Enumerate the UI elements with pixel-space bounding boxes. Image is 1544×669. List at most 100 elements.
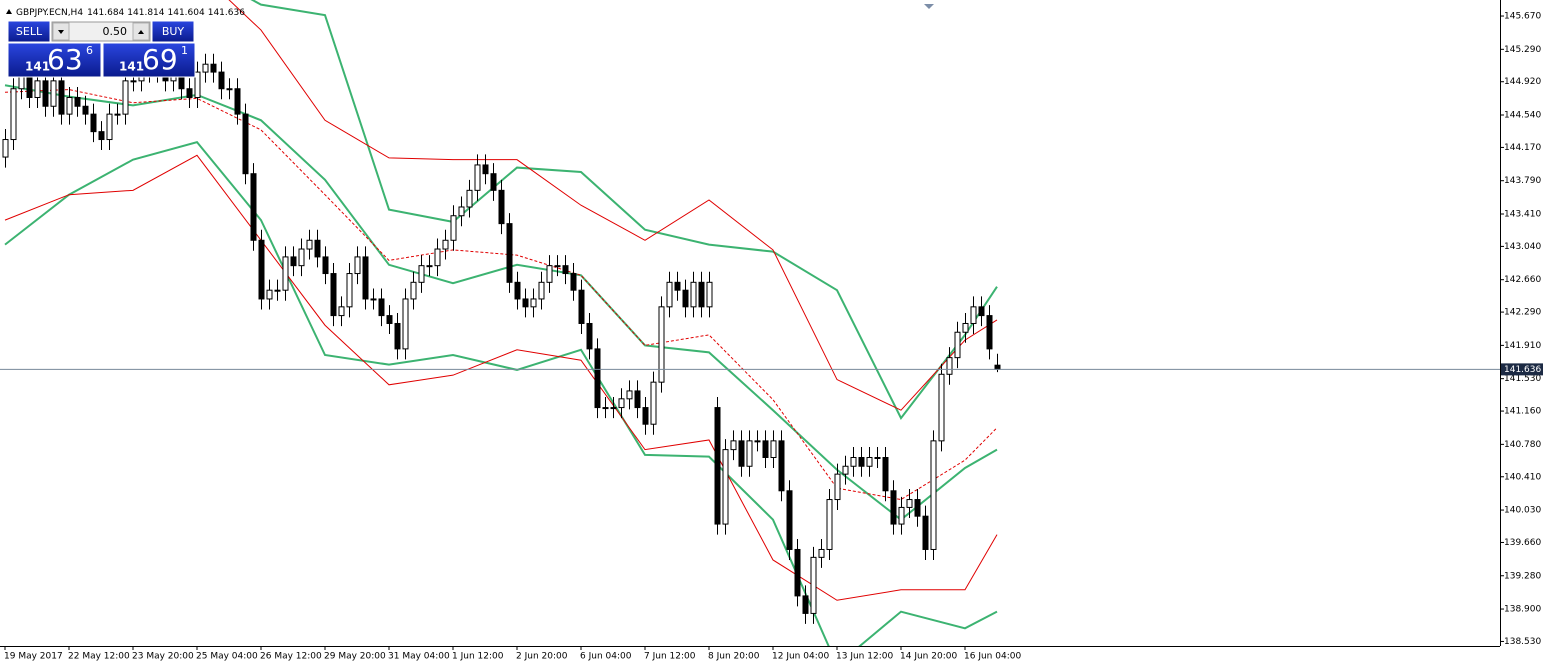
x-tick-label: 23 May 20:00 xyxy=(132,652,194,662)
header-low: 141.604 xyxy=(168,8,205,18)
y-tick-label: 145.290 xyxy=(1504,45,1541,55)
candle-body xyxy=(274,289,281,292)
x-tick-label: 22 May 12:00 xyxy=(68,652,130,662)
candle-body xyxy=(562,265,569,275)
candle-body xyxy=(218,71,225,90)
candle-body xyxy=(986,315,993,350)
candle-body xyxy=(666,281,673,308)
x-tick-label: 7 Jun 12:00 xyxy=(644,652,696,662)
candle-body xyxy=(346,273,353,308)
candle-body xyxy=(914,499,921,517)
y-tick-label: 138.530 xyxy=(1504,637,1541,647)
indicator-line xyxy=(4,141,998,646)
candle-body xyxy=(978,306,985,317)
candle-body xyxy=(674,281,681,291)
candle-body xyxy=(330,273,337,317)
candle-body xyxy=(578,289,585,324)
candle-body xyxy=(186,88,193,98)
candle-body xyxy=(226,88,233,91)
buy-button[interactable] xyxy=(151,20,195,43)
candle-body xyxy=(506,223,513,283)
candle-body xyxy=(594,348,601,409)
candle-body xyxy=(498,189,505,225)
candle-body xyxy=(898,506,905,525)
candle-body xyxy=(114,113,121,116)
y-tick-label: 141.160 xyxy=(1504,407,1541,417)
y-tick-label: 143.040 xyxy=(1504,242,1541,252)
candle-body xyxy=(650,381,657,425)
candle-body xyxy=(42,80,49,107)
candle-body xyxy=(74,96,81,107)
candle-body xyxy=(722,449,729,525)
y-tick-label: 142.290 xyxy=(1504,308,1541,318)
candle-body xyxy=(778,440,785,492)
candle-body xyxy=(418,265,425,283)
candle-body xyxy=(34,80,41,98)
chart-header: GBPJPY.ECN,H4 141.684 141.814 141.604 141.63… xyxy=(16,8,245,18)
sell-price-box[interactable] xyxy=(7,42,102,78)
lot-input[interactable] xyxy=(51,21,151,42)
candle-body xyxy=(434,248,441,267)
candle-body xyxy=(658,306,665,383)
candle-body xyxy=(618,398,625,409)
candle-body xyxy=(802,595,809,614)
candle-body xyxy=(98,131,105,141)
candle-body xyxy=(626,390,633,400)
candle-body xyxy=(394,322,401,350)
candle-body xyxy=(762,440,769,458)
candle-body xyxy=(906,499,913,508)
candle-body xyxy=(202,63,209,73)
decrease-arrow xyxy=(58,30,64,34)
candle-body xyxy=(122,80,129,115)
y-tick-label: 144.170 xyxy=(1504,143,1541,153)
y-tick-label: 140.410 xyxy=(1504,472,1541,482)
candle-body xyxy=(610,407,617,410)
candle-body xyxy=(842,465,849,475)
candle-body xyxy=(946,357,953,375)
indicator-line xyxy=(4,154,998,601)
candle-body xyxy=(698,281,705,308)
candle-body xyxy=(682,289,689,308)
candle-body xyxy=(2,139,9,158)
candle-body xyxy=(818,548,825,558)
sell-label: SELL xyxy=(16,25,43,38)
y-tick-label: 141.910 xyxy=(1504,341,1541,351)
candle-body xyxy=(338,306,345,317)
candle-body xyxy=(258,239,265,300)
plot-area xyxy=(0,0,1500,646)
candle-body xyxy=(538,281,545,300)
candle-body xyxy=(922,515,929,550)
candle-body xyxy=(290,256,297,267)
candle-body xyxy=(826,499,833,550)
candle-body xyxy=(266,289,273,300)
candle-body xyxy=(890,490,897,525)
sell-button[interactable] xyxy=(7,20,51,43)
buy-price-big: 141 xyxy=(119,60,144,74)
candle-body xyxy=(442,239,449,250)
header-open: 141.684 xyxy=(87,8,124,18)
candle-body xyxy=(834,473,841,501)
candle-body xyxy=(706,281,713,308)
y-tick-label: 140.030 xyxy=(1504,506,1541,516)
y-tick-label: 145.670 xyxy=(1504,12,1541,22)
candle-body xyxy=(306,239,313,250)
candle-body xyxy=(882,456,889,492)
candle-body xyxy=(570,273,577,291)
y-tick-label: 141.530 xyxy=(1504,374,1541,384)
x-tick-label: 26 May 12:00 xyxy=(260,652,322,662)
candle-body xyxy=(386,315,393,324)
candle-body xyxy=(874,456,881,459)
candle-body xyxy=(850,456,857,467)
x-tick-label: 19 May 2017 xyxy=(4,652,63,662)
y-tick-label: 143.790 xyxy=(1504,176,1541,186)
candle-body xyxy=(690,281,697,308)
candle-body xyxy=(474,164,481,191)
x-tick-label: 8 Jun 20:00 xyxy=(708,652,760,662)
candle-body xyxy=(362,256,369,300)
candle-body xyxy=(210,63,217,73)
indicator-line xyxy=(4,84,998,521)
candle-body xyxy=(810,556,817,614)
buy-price-box[interactable] xyxy=(102,42,196,78)
one-click-trading-panel: SELL 0.50 BUY 141 63 6 141 69 1 xyxy=(7,20,196,78)
